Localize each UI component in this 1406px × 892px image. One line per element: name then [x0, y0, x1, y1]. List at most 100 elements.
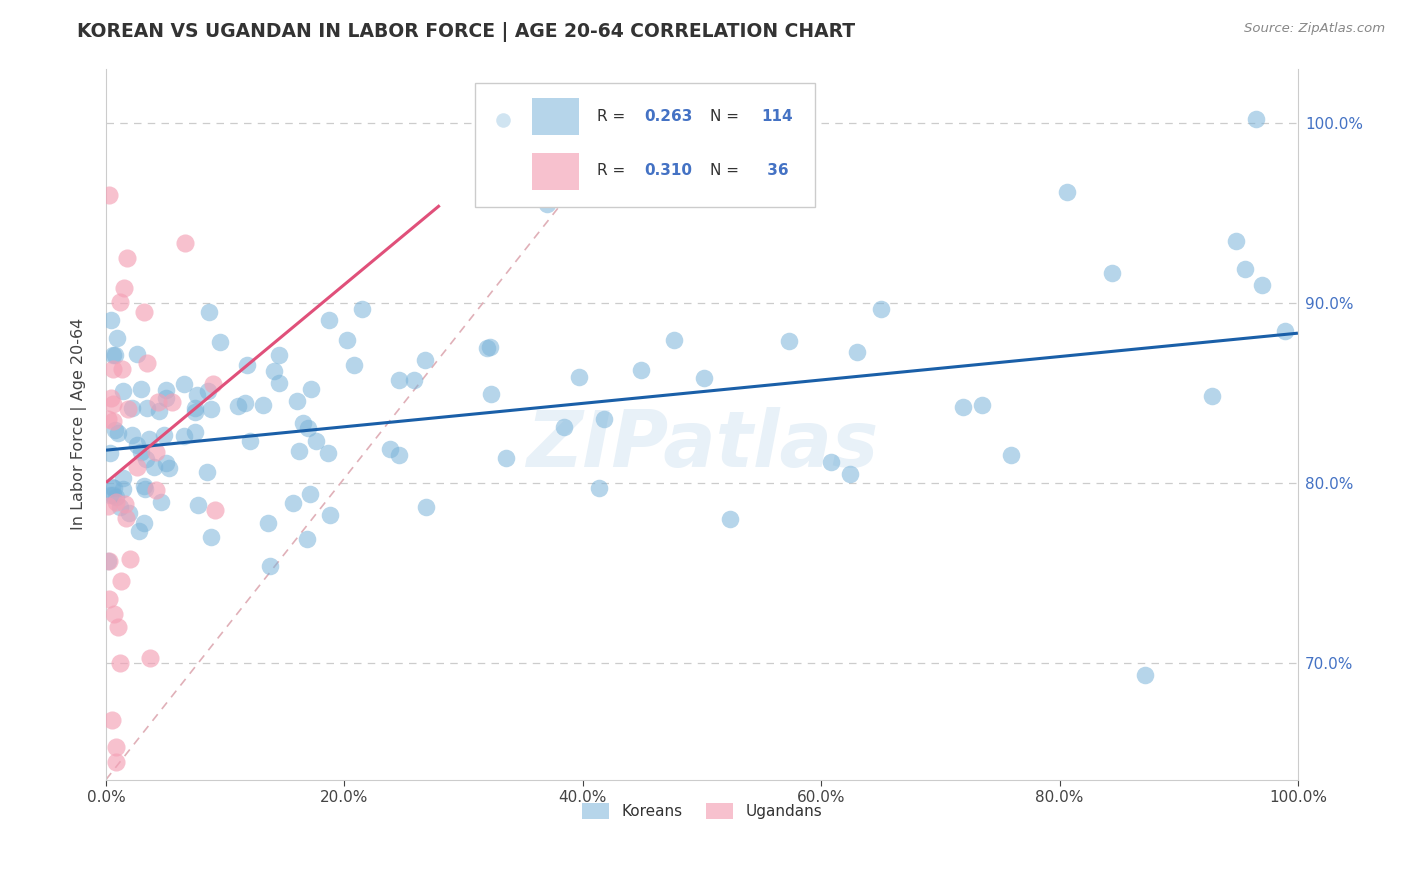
Point	[536, 196, 558, 211]
Point	[184, 401, 207, 415]
Point	[588, 481, 610, 495]
Point	[155, 391, 177, 405]
Point	[134, 304, 156, 318]
Point	[103, 423, 125, 437]
Point	[288, 443, 311, 458]
Point	[101, 713, 124, 727]
Point	[134, 479, 156, 493]
Point	[318, 312, 340, 326]
Point	[107, 426, 129, 441]
Point	[285, 394, 308, 409]
Point	[387, 373, 409, 387]
Point	[127, 347, 149, 361]
Point	[492, 247, 515, 261]
Point	[1250, 278, 1272, 293]
Point	[101, 414, 124, 428]
Point	[693, 370, 716, 384]
Point	[101, 480, 124, 494]
Point	[778, 334, 800, 349]
Point	[299, 382, 322, 396]
Text: Source: ZipAtlas.com: Source: ZipAtlas.com	[1244, 22, 1385, 36]
Point	[125, 438, 148, 452]
Point	[108, 500, 131, 514]
Text: N =: N =	[710, 162, 744, 178]
Point	[129, 444, 152, 458]
Point	[305, 434, 328, 448]
Point	[292, 416, 315, 430]
Point	[104, 490, 127, 504]
Point	[263, 364, 285, 378]
Point	[98, 188, 121, 202]
Point	[838, 467, 860, 481]
Point	[183, 405, 205, 419]
Point	[336, 333, 359, 347]
Point	[97, 554, 120, 568]
Point	[378, 442, 401, 457]
Point	[350, 302, 373, 317]
Text: 0.263: 0.263	[645, 110, 693, 124]
Point	[104, 740, 127, 755]
Point	[98, 488, 121, 502]
Bar	[531, 153, 579, 190]
Point	[718, 512, 741, 526]
Text: 0.310: 0.310	[645, 162, 693, 178]
Point	[98, 591, 121, 606]
Point	[115, 511, 138, 525]
Point	[267, 376, 290, 390]
Point	[1233, 262, 1256, 277]
Point	[200, 530, 222, 544]
Point	[187, 498, 209, 512]
Point	[197, 305, 219, 319]
Point	[101, 488, 124, 502]
Point	[479, 340, 502, 354]
FancyBboxPatch shape	[475, 83, 815, 207]
Text: N =: N =	[710, 110, 744, 124]
Point	[125, 460, 148, 475]
Point	[630, 363, 652, 377]
Point	[145, 483, 167, 498]
Point	[155, 456, 177, 470]
Point	[138, 432, 160, 446]
Point	[415, 500, 437, 515]
Text: ZIPatlas: ZIPatlas	[526, 408, 879, 483]
Point	[103, 607, 125, 621]
Point	[197, 384, 219, 399]
Point	[553, 420, 575, 434]
Point	[297, 420, 319, 434]
Point	[780, 164, 803, 178]
Point	[134, 483, 156, 497]
Point	[413, 353, 436, 368]
Point	[184, 425, 207, 439]
Point	[1101, 266, 1123, 280]
Point	[952, 400, 974, 414]
Point	[110, 656, 132, 670]
Point	[103, 481, 125, 495]
Point	[281, 496, 304, 510]
Point	[846, 345, 869, 359]
Text: R =: R =	[598, 162, 630, 178]
Point	[479, 387, 502, 401]
Point	[97, 499, 120, 513]
Point	[121, 427, 143, 442]
Point	[267, 348, 290, 362]
Point	[592, 412, 614, 426]
Point	[112, 281, 135, 295]
Point	[195, 465, 218, 479]
Point	[209, 334, 232, 349]
Point	[256, 516, 278, 530]
Point	[173, 235, 195, 250]
Point	[103, 397, 125, 411]
Point	[108, 295, 131, 310]
Point	[662, 333, 685, 347]
Point	[136, 401, 159, 415]
Point	[252, 398, 274, 412]
Point	[202, 376, 225, 391]
Point	[110, 574, 132, 589]
Point	[150, 495, 173, 509]
Point	[319, 508, 342, 522]
Point	[114, 497, 136, 511]
Point	[148, 394, 170, 409]
Point	[972, 398, 994, 412]
Point	[239, 434, 262, 449]
Point	[117, 506, 139, 520]
